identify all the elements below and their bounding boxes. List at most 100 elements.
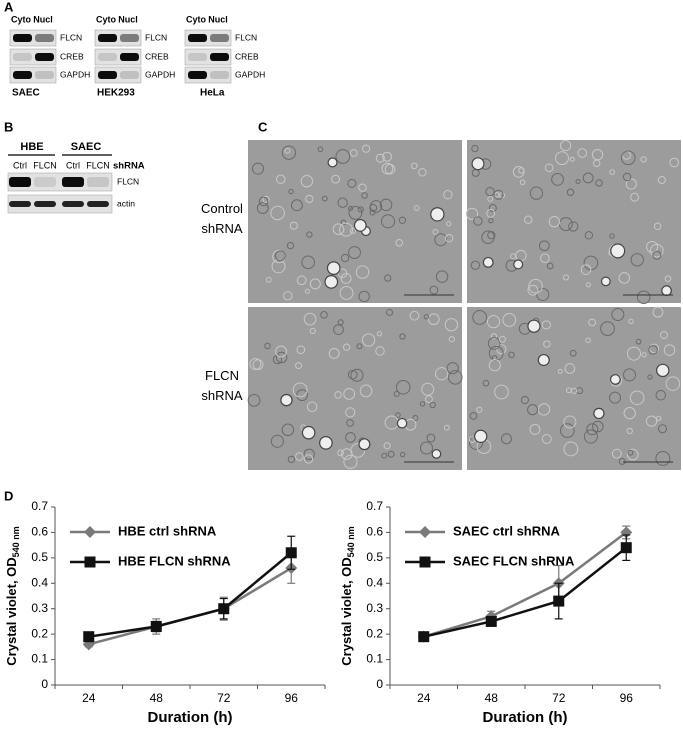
cell	[384, 274, 392, 282]
marker	[83, 631, 95, 643]
band	[120, 53, 139, 61]
cell	[555, 151, 569, 166]
cell-line: HeLa	[200, 88, 225, 99]
cell	[583, 429, 598, 444]
cell	[609, 233, 615, 239]
cell	[502, 313, 517, 327]
lane-label: Ctrl	[66, 160, 80, 170]
cell	[481, 230, 495, 244]
cell	[611, 448, 622, 459]
cell	[663, 344, 676, 356]
cell	[600, 321, 615, 336]
cell	[295, 452, 304, 461]
x-tick-label: 48	[150, 691, 164, 705]
cell	[448, 370, 463, 385]
x-tick-label: 96	[285, 691, 299, 705]
cell	[375, 346, 385, 356]
cell	[434, 233, 448, 247]
cell	[588, 318, 596, 327]
cell	[488, 218, 494, 224]
cell	[270, 205, 285, 221]
column-label: Cyto	[11, 14, 32, 24]
y-axis-label-sub: 540 nm	[346, 526, 356, 557]
cell	[563, 415, 577, 429]
cell	[340, 448, 353, 460]
cell	[369, 209, 376, 216]
rounded-cell	[610, 243, 626, 259]
rounded-cell	[482, 256, 494, 268]
cell	[658, 424, 668, 434]
cell	[563, 441, 579, 457]
cell	[647, 374, 653, 380]
y-tick-label: 0.5	[31, 550, 48, 564]
cell	[300, 174, 314, 188]
panel-label: A	[4, 0, 14, 14]
cell	[296, 345, 306, 355]
cell	[346, 419, 354, 427]
cell	[355, 265, 370, 279]
cell	[618, 272, 631, 284]
row-label: CREB	[60, 51, 84, 61]
cell	[648, 345, 658, 355]
cell	[383, 442, 391, 450]
cell	[636, 290, 651, 304]
cell	[582, 172, 594, 184]
cell	[423, 314, 429, 320]
cell	[393, 391, 400, 398]
marker	[418, 631, 430, 643]
series-line	[88, 551, 293, 638]
cell	[306, 231, 313, 238]
cell	[350, 368, 364, 382]
cell	[541, 320, 551, 330]
lane-label: FLCN	[33, 160, 57, 170]
band	[98, 53, 117, 61]
legend-marker	[84, 526, 96, 538]
cell	[421, 382, 435, 396]
cell	[369, 200, 383, 213]
cell	[652, 306, 664, 318]
y-tick-label: 0.4	[366, 575, 383, 589]
cell	[275, 345, 288, 358]
cell	[586, 423, 599, 436]
cell	[628, 318, 634, 325]
band	[9, 201, 31, 207]
y-tick-label: 0.3	[366, 601, 383, 615]
cell	[249, 358, 262, 371]
cell	[418, 168, 427, 177]
cell	[309, 327, 316, 335]
band	[188, 71, 207, 79]
cell	[337, 449, 344, 457]
cell	[251, 162, 265, 175]
cell	[527, 284, 539, 296]
cell	[303, 312, 317, 326]
cell	[657, 175, 666, 185]
cell	[340, 219, 347, 226]
band	[13, 71, 32, 79]
cell	[528, 278, 543, 294]
cell	[432, 229, 439, 235]
blot	[7, 172, 113, 192]
cell	[470, 260, 481, 270]
cell	[333, 324, 344, 335]
cell	[348, 206, 363, 220]
cell	[544, 163, 554, 173]
rounded-cell	[326, 261, 341, 275]
rounded-cell	[593, 407, 605, 420]
rounded-cell	[396, 417, 408, 429]
cell	[412, 414, 419, 421]
cell	[331, 174, 341, 184]
cell	[328, 347, 340, 359]
y-tick-label: 0.6	[366, 525, 383, 539]
cell	[540, 253, 550, 264]
cell	[551, 173, 564, 186]
cell	[626, 346, 642, 361]
cell	[443, 190, 453, 200]
cell	[264, 342, 271, 350]
legend-label: SAEC ctrl shRNA	[453, 523, 561, 538]
x-tick-label: 24	[417, 691, 431, 705]
cell	[345, 432, 356, 443]
cell	[284, 147, 291, 154]
row-label-line: shRNA	[201, 221, 243, 236]
cell	[340, 253, 350, 263]
cell	[343, 388, 356, 400]
